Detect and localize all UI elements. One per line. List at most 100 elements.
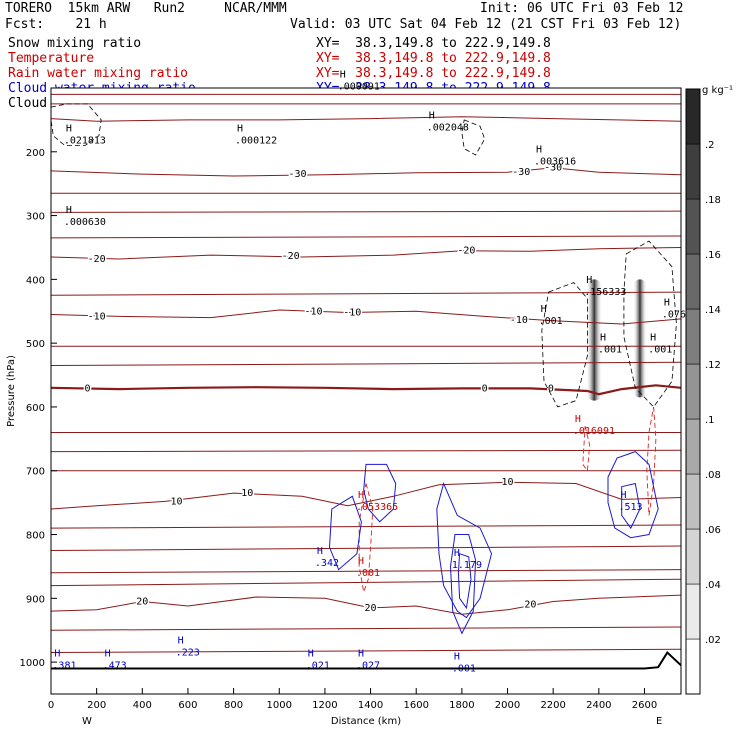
y-axis-title: Pressure (hPa): [6, 355, 17, 427]
colorbar-tick-label: .2: [705, 140, 715, 151]
colorbar-tick-label: .16: [705, 250, 721, 261]
y-tick-label: 400: [26, 275, 45, 286]
x-tick-label: 2200: [540, 700, 565, 711]
isotherm-0: [50, 384, 682, 396]
colorbar-tick-label: .06: [705, 525, 721, 536]
isotherm-label: 10: [241, 488, 253, 499]
x-tick-label: 1600: [403, 700, 428, 711]
x-tick-label: 2000: [495, 700, 520, 711]
isotherm-m40: [50, 116, 682, 122]
colorbar-tick-label: .08: [705, 470, 721, 481]
x-axis-title: Distance (km): [331, 716, 401, 727]
maximum-h-marker: H: [586, 275, 592, 286]
isotherm-m30: [50, 167, 682, 177]
colorbar-tick-label: .18: [705, 195, 721, 206]
isotherm-line-4: [50, 235, 682, 239]
maximum-value-label: .003616: [534, 156, 576, 167]
x-tick-label: 800: [224, 700, 243, 711]
y-tick-label: 1000: [20, 658, 45, 669]
maximum-h-marker: H: [650, 333, 656, 344]
maximum-h-marker: H: [429, 111, 435, 122]
maximum-h-marker: H: [178, 636, 184, 647]
y-tick-label: 200: [26, 148, 45, 159]
colorbar-tick-label: .02: [705, 635, 721, 646]
maximum-value-label: .001: [648, 345, 672, 356]
cloud-water-contour-3: [449, 534, 477, 635]
header-forecast: Fcst: 21 h: [5, 17, 107, 32]
maximum-value-label: 1.179: [452, 560, 482, 571]
isotherm-label: -20: [282, 251, 300, 262]
field-temperature-name: Temperature: [8, 51, 95, 66]
colorbar-bin: [685, 363, 701, 420]
rain-contour-0: [358, 483, 374, 594]
isotherm-20: [50, 594, 682, 615]
maximum-h-marker: H: [541, 304, 547, 315]
cloud-ice-contour-1: [461, 119, 486, 156]
isotherm-label: 20: [136, 597, 148, 608]
isotherm-label: -10: [88, 311, 106, 322]
field-temperature-xy: XY= 38.3,149.8 to 222.9,149.8: [316, 51, 551, 66]
colorbar-bin: [685, 308, 701, 365]
maximum-value-label: .001: [539, 316, 563, 327]
colorbar-tick-label: .12: [705, 360, 721, 371]
colorbar-tick-label: .1: [705, 415, 715, 426]
isotherm-label: -30: [512, 167, 530, 178]
plot-frame: [50, 87, 682, 695]
isotherm-line-5: [50, 291, 682, 296]
isotherm-label: -10: [343, 308, 361, 319]
maximum-h-marker: H: [536, 144, 542, 155]
isotherm-line-13: [50, 569, 682, 574]
x-tick-label: 0: [48, 700, 54, 711]
field-snow-xy: XY= 38.3,149.8 to 222.9,149.8: [316, 36, 551, 51]
isotherm-label: 0: [85, 383, 91, 394]
cloud-ice-contour-2: [541, 282, 588, 408]
x-tick-label: 1800: [449, 700, 474, 711]
maximum-h-marker: H: [358, 648, 364, 659]
y-tick-label: 900: [26, 594, 45, 605]
isotherm-line-12: [50, 545, 682, 551]
isotherm-label: -10: [304, 306, 322, 317]
header-model: TORERO 15km ARW Run2 NCAR/MMM: [5, 1, 287, 16]
isotherm-label: -20: [88, 254, 106, 265]
cloud-water-contour-0: [363, 463, 397, 523]
cloud-water-contour-5: [607, 451, 659, 539]
maximum-value-label: .016091: [573, 426, 615, 437]
cloud-water-contour-4: [457, 553, 472, 610]
y-tick-label: 700: [26, 467, 45, 478]
maximum-value-label: .021: [306, 660, 330, 671]
isotherm-label: -30: [544, 163, 562, 174]
y-tick-label: 300: [26, 212, 45, 223]
colorbar-tick-label: .14: [705, 305, 721, 316]
maximum-h-marker: H: [66, 205, 72, 216]
maximum-value-label: .000122: [235, 135, 277, 146]
isotherm-m20: [50, 247, 682, 260]
maximum-h-marker: H: [237, 123, 243, 134]
isotherm-label: -30: [288, 169, 306, 180]
maximum-value-label: .076: [662, 309, 686, 320]
isotherm-m10: [50, 309, 682, 325]
isotherm-line-14: [50, 578, 682, 587]
field-cloudice-name: Cloud ice mixing ratio: [8, 96, 181, 111]
isotherm-label: 20: [365, 603, 377, 614]
colorbar-tick-label: .04: [705, 580, 721, 591]
isotherm-line-15: [50, 626, 682, 631]
maximum-h-marker: H: [358, 556, 364, 567]
y-tick-label: 500: [26, 339, 45, 350]
header-init: Init: 06 UTC Fri 03 Feb 12: [480, 1, 684, 16]
colorbar-bin: [685, 88, 701, 145]
isotherm-label: -20: [457, 246, 475, 257]
colorbar-bin: [685, 583, 701, 640]
colorbar-bin: [685, 473, 701, 530]
y-tick-label: 800: [26, 531, 45, 542]
cloud-water-contour-6: [621, 482, 641, 530]
x-end-left-label: W: [82, 716, 92, 727]
maximum-h-marker: H: [317, 546, 323, 557]
isotherm-label: -10: [510, 315, 528, 326]
colorbar-bin: [685, 638, 701, 695]
x-tick-label: 200: [87, 700, 106, 711]
maximum-h-marker: H: [308, 648, 314, 659]
rain-contour-1: [582, 425, 591, 472]
maximum-h-marker: H: [454, 651, 460, 662]
colorbar-unit: g kg⁻¹: [702, 85, 733, 96]
